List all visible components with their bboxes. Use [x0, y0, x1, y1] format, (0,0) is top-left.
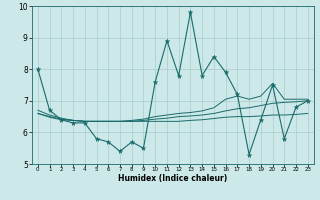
X-axis label: Humidex (Indice chaleur): Humidex (Indice chaleur) [118, 174, 228, 183]
